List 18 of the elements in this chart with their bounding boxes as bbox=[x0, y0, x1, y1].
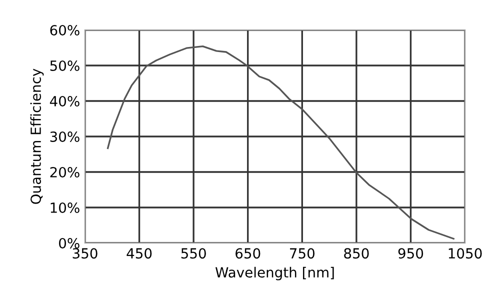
x-axis-title: Wavelength [nm] bbox=[215, 266, 334, 280]
y-tick-label: 60% bbox=[50, 24, 80, 36]
x-tick-label: 850 bbox=[344, 248, 369, 259]
line-series bbox=[106, 45, 454, 240]
x-tick-label: 750 bbox=[290, 248, 314, 259]
x-tick-label: 1050 bbox=[448, 248, 482, 259]
x-tick-label: 350 bbox=[72, 248, 98, 259]
y-tick-label: 20% bbox=[50, 166, 80, 178]
x-tick-label: 650 bbox=[236, 248, 260, 259]
x-tick-label: 950 bbox=[398, 248, 424, 259]
y-tick-label: 50% bbox=[50, 60, 80, 71]
y-tick-label: 30% bbox=[50, 131, 80, 142]
y-tick-label: 0% bbox=[59, 238, 80, 248]
x-tick-label: 550 bbox=[181, 248, 206, 259]
y-tick-label: 10% bbox=[50, 202, 80, 213]
y-axis-title: Quantum Efficiency bbox=[30, 68, 44, 204]
y-tick-label: 40% bbox=[50, 96, 80, 106]
x-tick-label: 450 bbox=[126, 248, 152, 259]
